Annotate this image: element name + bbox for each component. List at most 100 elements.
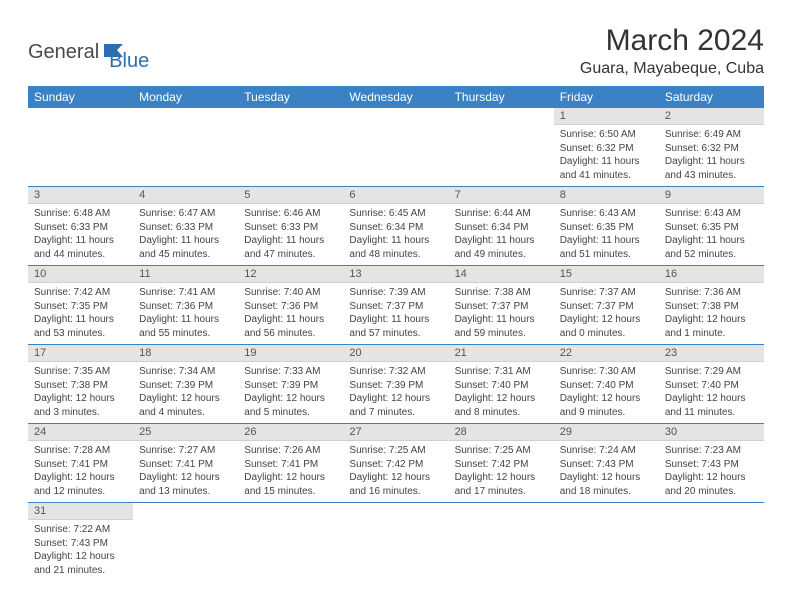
day-number: 9 [659, 187, 764, 204]
sunset-text: Sunset: 6:35 PM [665, 221, 758, 235]
sunset-text: Sunset: 7:39 PM [139, 379, 232, 393]
daylight-text-2: and 59 minutes. [455, 327, 548, 341]
day-number: 10 [28, 266, 133, 283]
calendar-cell: 29Sunrise: 7:24 AMSunset: 7:43 PMDayligh… [554, 424, 659, 503]
daylight-text-1: Daylight: 11 hours [665, 155, 758, 169]
calendar-row: 10Sunrise: 7:42 AMSunset: 7:35 PMDayligh… [28, 266, 764, 345]
day-info: Sunrise: 7:22 AMSunset: 7:43 PMDaylight:… [28, 520, 133, 581]
daylight-text-1: Daylight: 11 hours [139, 313, 232, 327]
sunset-text: Sunset: 7:37 PM [455, 300, 548, 314]
sunset-text: Sunset: 6:33 PM [34, 221, 127, 235]
day-info: Sunrise: 7:25 AMSunset: 7:42 PMDaylight:… [343, 441, 448, 502]
calendar-cell-empty [449, 108, 554, 187]
sunset-text: Sunset: 6:32 PM [665, 142, 758, 156]
sunrise-text: Sunrise: 7:38 AM [455, 286, 548, 300]
calendar-cell: 23Sunrise: 7:29 AMSunset: 7:40 PMDayligh… [659, 345, 764, 424]
daylight-text-2: and 56 minutes. [244, 327, 337, 341]
daylight-text-2: and 57 minutes. [349, 327, 442, 341]
day-info: Sunrise: 7:38 AMSunset: 7:37 PMDaylight:… [449, 283, 554, 344]
day-number: 24 [28, 424, 133, 441]
day-number: 25 [133, 424, 238, 441]
calendar-table: SundayMondayTuesdayWednesdayThursdayFrid… [28, 86, 764, 581]
weekday-header: Tuesday [238, 86, 343, 108]
sunrise-text: Sunrise: 7:42 AM [34, 286, 127, 300]
day-info: Sunrise: 7:28 AMSunset: 7:41 PMDaylight:… [28, 441, 133, 502]
sunrise-text: Sunrise: 7:36 AM [665, 286, 758, 300]
weekday-header: Friday [554, 86, 659, 108]
calendar-cell: 24Sunrise: 7:28 AMSunset: 7:41 PMDayligh… [28, 424, 133, 503]
sunset-text: Sunset: 7:41 PM [34, 458, 127, 472]
daylight-text-2: and 20 minutes. [665, 485, 758, 499]
day-info: Sunrise: 7:25 AMSunset: 7:42 PMDaylight:… [449, 441, 554, 502]
sunrise-text: Sunrise: 7:30 AM [560, 365, 653, 379]
day-number: 30 [659, 424, 764, 441]
daylight-text-1: Daylight: 11 hours [34, 313, 127, 327]
sunset-text: Sunset: 6:34 PM [455, 221, 548, 235]
sunrise-text: Sunrise: 7:33 AM [244, 365, 337, 379]
daylight-text-2: and 52 minutes. [665, 248, 758, 262]
day-info: Sunrise: 7:29 AMSunset: 7:40 PMDaylight:… [659, 362, 764, 423]
day-number: 23 [659, 345, 764, 362]
sunrise-text: Sunrise: 6:48 AM [34, 207, 127, 221]
sunrise-text: Sunrise: 7:22 AM [34, 523, 127, 537]
daylight-text-1: Daylight: 12 hours [139, 392, 232, 406]
weekday-header: Monday [133, 86, 238, 108]
weekday-header: Saturday [659, 86, 764, 108]
sunrise-text: Sunrise: 6:49 AM [665, 128, 758, 142]
weekday-header-row: SundayMondayTuesdayWednesdayThursdayFrid… [28, 86, 764, 108]
daylight-text-2: and 17 minutes. [455, 485, 548, 499]
day-number: 1 [554, 108, 659, 125]
day-number: 28 [449, 424, 554, 441]
daylight-text-1: Daylight: 11 hours [244, 234, 337, 248]
logo-text-blue: Blue [109, 50, 149, 73]
day-number: 26 [238, 424, 343, 441]
daylight-text-1: Daylight: 12 hours [560, 392, 653, 406]
calendar-cell: 26Sunrise: 7:26 AMSunset: 7:41 PMDayligh… [238, 424, 343, 503]
sunset-text: Sunset: 7:43 PM [665, 458, 758, 472]
daylight-text-2: and 8 minutes. [455, 406, 548, 420]
sunrise-text: Sunrise: 7:27 AM [139, 444, 232, 458]
sunrise-text: Sunrise: 7:29 AM [665, 365, 758, 379]
day-info: Sunrise: 7:26 AMSunset: 7:41 PMDaylight:… [238, 441, 343, 502]
day-number: 12 [238, 266, 343, 283]
sunset-text: Sunset: 7:40 PM [560, 379, 653, 393]
daylight-text-2: and 4 minutes. [139, 406, 232, 420]
daylight-text-1: Daylight: 12 hours [560, 313, 653, 327]
calendar-row: 31Sunrise: 7:22 AMSunset: 7:43 PMDayligh… [28, 503, 764, 582]
calendar-cell-empty [133, 503, 238, 582]
daylight-text-2: and 3 minutes. [34, 406, 127, 420]
header: General Blue March 2024 Guara, Mayabeque… [28, 24, 764, 78]
sunrise-text: Sunrise: 7:24 AM [560, 444, 653, 458]
day-info: Sunrise: 7:23 AMSunset: 7:43 PMDaylight:… [659, 441, 764, 502]
day-number: 14 [449, 266, 554, 283]
calendar-row: 1 Sunrise: 6:50 AM Sunset: 6:32 PMDaylight… [28, 108, 764, 187]
daylight-text-1: Daylight: 11 hours [349, 234, 442, 248]
daylight-text-1: Daylight: 12 hours [560, 471, 653, 485]
daylight-text-1: Daylight: 12 hours [665, 471, 758, 485]
daylight-text-2: and 12 minutes. [34, 485, 127, 499]
day-info: Sunrise: 7:30 AMSunset: 7:40 PMDaylight:… [554, 362, 659, 423]
sunset-text: Sunset: 7:43 PM [34, 537, 127, 551]
daylight-text-1: Daylight: 11 hours [665, 234, 758, 248]
calendar-cell: 30Sunrise: 7:23 AMSunset: 7:43 PMDayligh… [659, 424, 764, 503]
day-info: Sunrise: 7:24 AMSunset: 7:43 PMDaylight:… [554, 441, 659, 502]
weekday-header: Wednesday [343, 86, 448, 108]
calendar-cell: 5Sunrise: 6:46 AMSunset: 6:33 PMDaylight… [238, 187, 343, 266]
daylight-text-1: Daylight: 11 hours [455, 313, 548, 327]
calendar-cell: 25Sunrise: 7:27 AMSunset: 7:41 PMDayligh… [133, 424, 238, 503]
day-number: 17 [28, 345, 133, 362]
sunrise-text: Sunrise: 6:47 AM [139, 207, 232, 221]
sunset-text: Sunset: 7:42 PM [455, 458, 548, 472]
calendar-cell: 7Sunrise: 6:44 AMSunset: 6:34 PMDaylight… [449, 187, 554, 266]
sunrise-text: Sunrise: 6:50 AM [560, 128, 653, 142]
daylight-text-2: and 1 minute. [665, 327, 758, 341]
sunset-text: Sunset: 7:43 PM [560, 458, 653, 472]
sunset-text: Sunset: 7:39 PM [349, 379, 442, 393]
daylight-text-1: Daylight: 11 hours [560, 234, 653, 248]
sunset-text: Sunset: 7:36 PM [244, 300, 337, 314]
sunset-text: Sunset: 7:40 PM [665, 379, 758, 393]
daylight-text-2: and 44 minutes. [34, 248, 127, 262]
calendar-row: 17Sunrise: 7:35 AMSunset: 7:38 PMDayligh… [28, 345, 764, 424]
day-number: 13 [343, 266, 448, 283]
calendar-cell: 16Sunrise: 7:36 AMSunset: 7:38 PMDayligh… [659, 266, 764, 345]
